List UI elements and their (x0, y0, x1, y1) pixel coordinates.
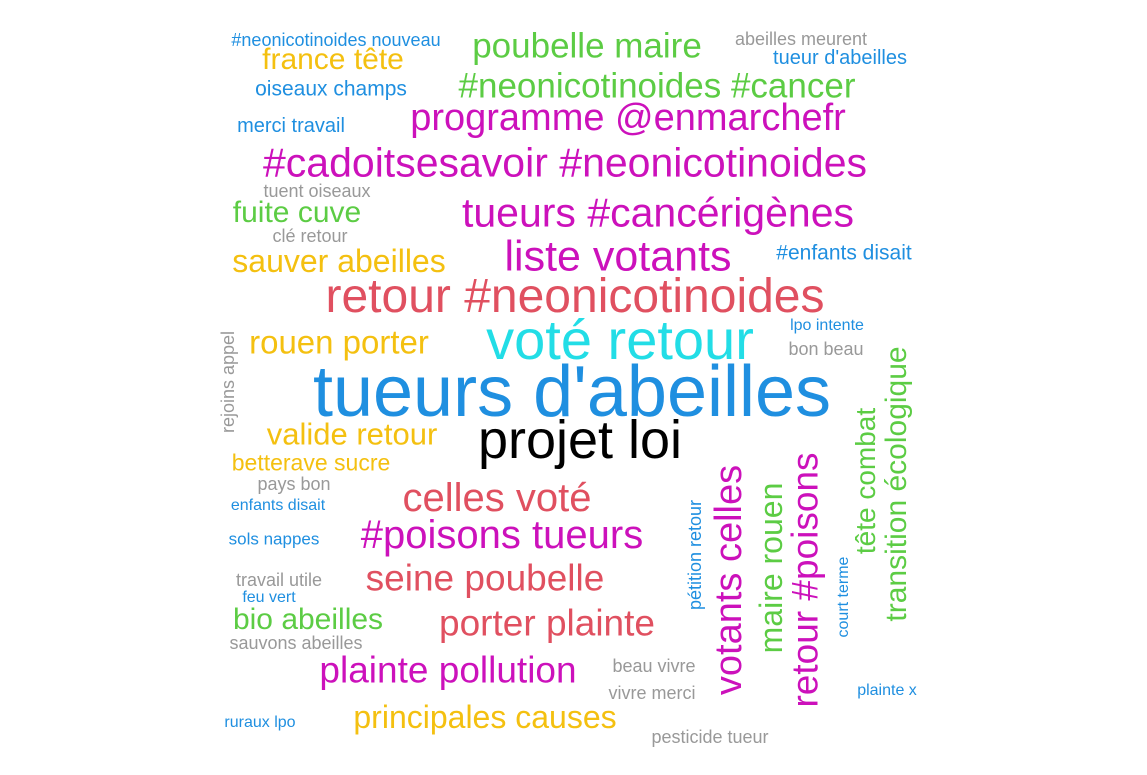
cloud-word: rouen porter (249, 323, 429, 361)
cloud-word: maire rouen (753, 482, 789, 654)
cloud-word: voté retour (486, 308, 754, 371)
cloud-word: #neonicotinoides nouveau (231, 30, 441, 50)
cloud-word: plainte pollution (319, 649, 577, 691)
cloud-word: retour #poisons (784, 452, 826, 708)
cloud-word: betterave sucre (231, 449, 391, 476)
cloud-word: seine poubelle (365, 557, 605, 599)
cloud-word: oiseaux champs (255, 77, 407, 101)
cloud-word: clé retour (272, 226, 348, 246)
cloud-word: beau vivre (612, 656, 696, 676)
cloud-word: bio abeilles (232, 603, 384, 636)
cloud-word: fuite cuve (232, 196, 362, 229)
cloud-word: pesticide tueur (651, 727, 769, 747)
cloud-word: sols nappes (228, 529, 320, 549)
cloud-word: #cadoitsesavoir #neonicotinoides (262, 139, 868, 186)
cloud-word: merci travail (237, 115, 345, 137)
cloud-word: #enfants disait (776, 241, 912, 265)
cloud-word: projet loi (477, 410, 683, 470)
cloud-word: pétition retour (685, 499, 705, 611)
cloud-word: rejoins appel (218, 330, 238, 434)
cloud-word: tueurs d'abeilles (312, 352, 832, 432)
cloud-word: bon beau (788, 339, 864, 359)
cloud-word: travail utile (235, 570, 323, 590)
cloud-word: tueurs #cancérigènes (461, 189, 855, 236)
cloud-word: plainte x (857, 682, 917, 699)
cloud-word: sauver abeilles (232, 243, 446, 279)
cloud-word: valide retour (266, 416, 438, 452)
cloud-word: tête combat (850, 407, 881, 555)
cloud-word: abeilles meurent (734, 29, 868, 49)
cloud-word: vivre merci (608, 683, 696, 703)
cloud-word: transition écologique (880, 346, 913, 622)
cloud-word: #poisons tueurs (360, 513, 644, 557)
cloud-word: programme @enmarchefr (410, 97, 846, 139)
cloud-word: ruraux lpo (224, 714, 296, 731)
cloud-word: liste votants (504, 232, 732, 281)
cloud-word: celles voté (402, 476, 592, 520)
cloud-word: court terme (835, 556, 852, 638)
cloud-word: pays bon (257, 474, 331, 494)
cloud-word: votants celles (708, 464, 750, 696)
cloud-word: porter plainte (439, 602, 655, 644)
cloud-word: tueur d'abeilles (773, 47, 907, 69)
cloud-word: lpo intente (790, 317, 864, 334)
cloud-word: tuent oiseaux (263, 181, 371, 201)
cloud-word: sauvons abeilles (229, 633, 363, 653)
cloud-word: #neonicotinoides #cancer (458, 66, 856, 106)
cloud-word: feu vert (242, 589, 296, 606)
cloud-word: retour #neonicotinoides (325, 270, 825, 323)
cloud-word: enfants disait (230, 497, 326, 514)
cloud-word: poubelle maire (472, 26, 702, 66)
cloud-word: france tête (262, 43, 404, 76)
cloud-word: principales causes (353, 699, 617, 735)
